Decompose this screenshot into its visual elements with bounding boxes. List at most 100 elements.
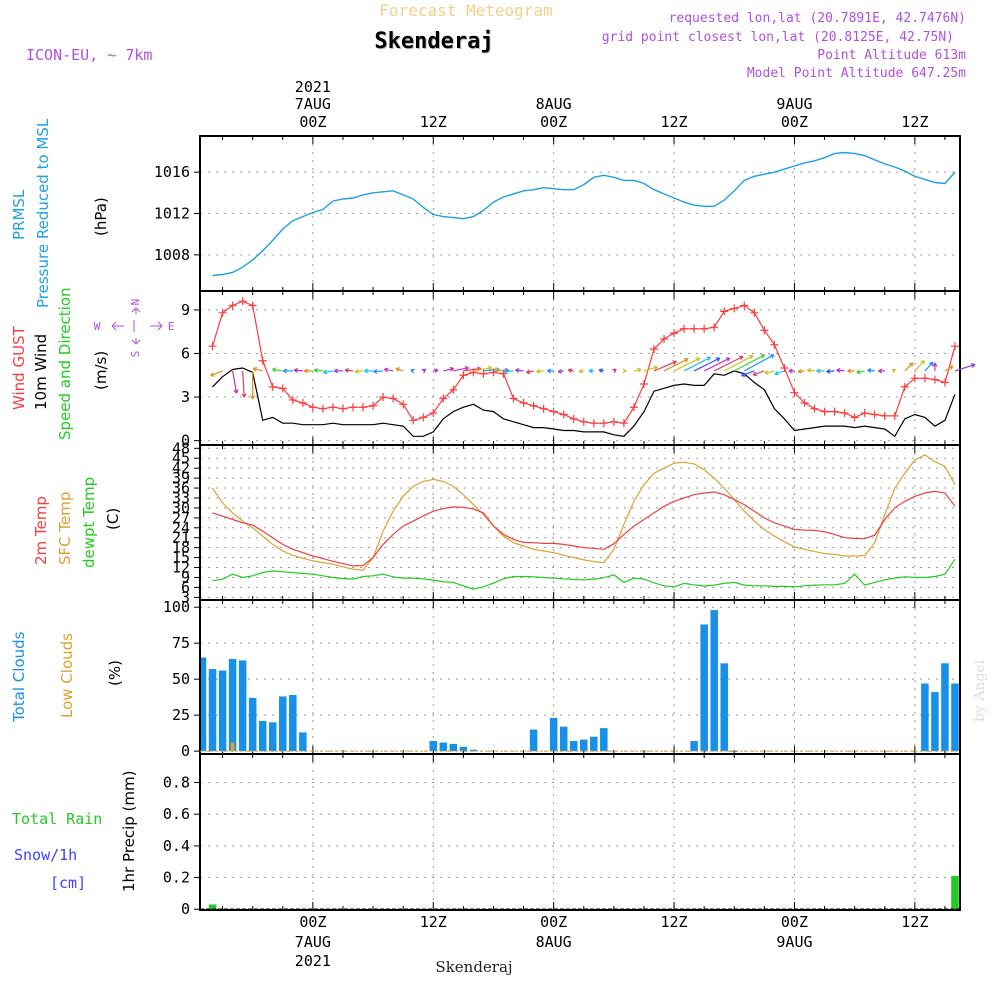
wind-gust-point [208,342,217,351]
bottom-hour-label: 12Z [420,913,447,931]
bottom-year-label: 2021 [295,952,331,970]
wind-arrow [816,368,825,374]
total-clouds-bar [268,722,277,752]
y-tick-label: 0 [181,432,190,450]
wind-arrow [612,368,617,374]
total-clouds-bar [569,741,578,752]
top-hour-label: 00Z [299,113,326,131]
y-tick-label: 6 [181,344,190,362]
total-clouds-bar [559,726,568,752]
wind-arrow [878,368,885,374]
wind-gust-point [690,324,699,333]
wind-gust-point [870,410,879,419]
y-tick-label: 1012 [154,205,190,223]
compass-s: S [129,351,142,358]
total-clouds-bar [730,751,739,753]
total-clouds-bar [238,660,247,752]
wind-gust-point [359,403,368,412]
total-clouds-bar [228,659,237,752]
wind-gust-point [720,307,729,316]
wind-gust-point [539,404,548,413]
wind-gust-point [509,394,518,403]
wind-gust-point [820,407,829,416]
wind-arrow [713,355,744,372]
wind-gust-point [308,403,317,412]
wind-arrow [526,369,534,375]
wind-arrow [395,367,404,372]
y-tick-label: 42 [172,459,190,477]
pressure-series [212,151,956,277]
panels: 1008101210160369369121518212427303336394… [154,135,976,918]
total-clouds-bar [590,736,598,752]
wind-arrow [653,360,677,372]
precip-labels: Total Rain Snow/1h [cm] 1hr Precip (mm) [12,771,138,892]
wind-arrow [673,357,701,372]
compass-arrows-icon [111,307,163,345]
wind-speed-dir-label: Speed and Direction [56,287,74,440]
wind-arrow [723,355,754,372]
wind-gust-point [649,345,658,354]
wind-gust-point [399,400,408,409]
total-clouds-bar [208,669,217,752]
bottom-hour-label: 12Z [661,913,688,931]
y-tick-label: 3 [181,388,190,406]
wind-arrow [567,368,574,373]
wind-arrow [443,366,455,372]
wind-gust-point [268,382,277,391]
bottom-time-axis: 00Z 12Z 00Z 12Z 00Z 12Z 7AUG 8AUG 9AUG 2021 [295,913,929,970]
watermark: by Angel [972,659,988,722]
y-tick-label: 9 [181,301,190,319]
sfc-temp-line [212,454,956,571]
wind-arrow [622,368,627,374]
wind-gust-point [439,394,448,403]
wind-arrow [252,366,263,372]
wind-arrow [693,357,721,372]
wind-gust-point [419,413,428,422]
wind-gust-line [211,300,956,424]
y-tick-label: 75 [172,634,190,652]
top-year-label: 2021 [295,78,331,96]
wind-gust-point [680,324,689,333]
wind-gust-point [349,403,358,412]
wind-arrow [954,363,976,372]
wind-gust-point [740,301,749,310]
low-clouds-label: Low Clouds [58,633,76,718]
y-tick-label: 36 [172,479,190,497]
wind-gust-point [660,334,669,343]
wind-gust-point [218,308,227,317]
total-clouds-bar [218,670,227,752]
wind-arrow [303,368,313,374]
wind-gust-point [369,401,378,410]
wind-gust-point [429,409,438,418]
wind-gust-point [830,407,839,416]
wind-gust-point [459,371,468,380]
wind-arrow [272,367,283,373]
total-clouds-bar [600,728,608,752]
wind-arrow [944,365,954,372]
wind-arrow [826,368,835,374]
top-hour-label: 12Z [420,113,447,131]
y-tick-label: 1008 [154,246,190,264]
wind-arrow [703,357,731,372]
bottom-date-label: 8AUG [536,933,572,951]
panel-precip: 0 0.2 0.4 0.6 0.8 [163,753,961,918]
wind-labels: Wind GUST 10m Wind Speed and Direction (… [10,287,110,440]
y-tick-label: 1016 [154,163,190,181]
bottom-date-label: 7AUG [295,933,331,951]
wind-gust-point [860,409,869,418]
wind-arrow [546,368,554,374]
total-clouds-bar [469,749,478,752]
top-hour-label: 00Z [781,113,808,131]
wind-gust-point [850,413,859,422]
wind-gust-point [479,369,488,378]
y-tick-label: 3 [181,588,190,606]
wind-gust-point [619,419,628,428]
wind-arrow [752,370,765,377]
y-tick-label: 0.8 [163,774,190,792]
wind-gust-point [810,404,819,413]
top-date-label: 7AUG [295,95,331,113]
total-clouds-bar [529,729,538,752]
panel-pressure: 1008 1012 1016 [154,135,961,292]
temp-2m-line [212,490,956,567]
y-tick-label: 18 [172,539,190,557]
